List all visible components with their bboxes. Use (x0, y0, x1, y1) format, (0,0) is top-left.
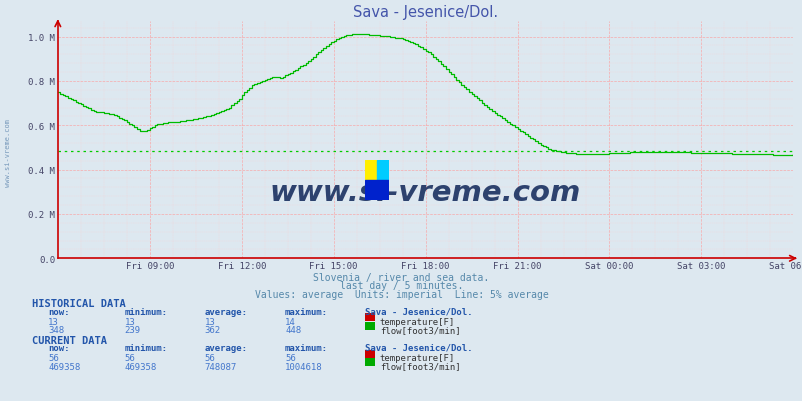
Text: Sava - Jesenice/Dol.: Sava - Jesenice/Dol. (365, 343, 472, 352)
Text: now:: now: (48, 307, 70, 316)
Text: 13: 13 (48, 317, 59, 326)
Text: 13: 13 (124, 317, 135, 326)
Text: Sava - Jesenice/Dol.: Sava - Jesenice/Dol. (365, 307, 472, 316)
Text: minimum:: minimum: (124, 307, 168, 316)
Text: www.si-vreme.com: www.si-vreme.com (269, 178, 581, 207)
Text: average:: average: (205, 343, 248, 352)
Text: www.si-vreme.com: www.si-vreme.com (5, 118, 11, 186)
Text: temperature[F]: temperature[F] (379, 353, 455, 362)
Text: maximum:: maximum: (285, 343, 328, 352)
Text: 348: 348 (48, 326, 64, 334)
Text: HISTORICAL DATA: HISTORICAL DATA (32, 299, 126, 309)
Text: maximum:: maximum: (285, 307, 328, 316)
Text: 362: 362 (205, 326, 221, 334)
Text: CURRENT DATA: CURRENT DATA (32, 335, 107, 345)
Text: average:: average: (205, 307, 248, 316)
Title: Sava - Jesenice/Dol.: Sava - Jesenice/Dol. (353, 4, 497, 20)
Text: 56: 56 (205, 353, 215, 362)
Text: 469358: 469358 (124, 362, 156, 371)
Text: Slovenia / river and sea data.: Slovenia / river and sea data. (313, 272, 489, 282)
Text: 448: 448 (285, 326, 301, 334)
Text: minimum:: minimum: (124, 343, 168, 352)
Bar (377, 160, 389, 180)
Text: 56: 56 (48, 353, 59, 362)
Text: temperature[F]: temperature[F] (379, 317, 455, 326)
Text: 748087: 748087 (205, 362, 237, 371)
Text: 469358: 469358 (48, 362, 80, 371)
Text: now:: now: (48, 343, 70, 352)
Text: 13: 13 (205, 317, 215, 326)
Text: 56: 56 (124, 353, 135, 362)
Text: 239: 239 (124, 326, 140, 334)
Text: 1004618: 1004618 (285, 362, 322, 371)
Text: last day / 5 minutes.: last day / 5 minutes. (339, 281, 463, 291)
Text: 14: 14 (285, 317, 295, 326)
Bar (365, 180, 389, 200)
Text: flow[foot3/min]: flow[foot3/min] (379, 326, 460, 334)
Text: Values: average  Units: imperial  Line: 5% average: Values: average Units: imperial Line: 5%… (254, 290, 548, 300)
Bar (365, 160, 377, 180)
Text: 56: 56 (285, 353, 295, 362)
Text: flow[foot3/min]: flow[foot3/min] (379, 362, 460, 371)
